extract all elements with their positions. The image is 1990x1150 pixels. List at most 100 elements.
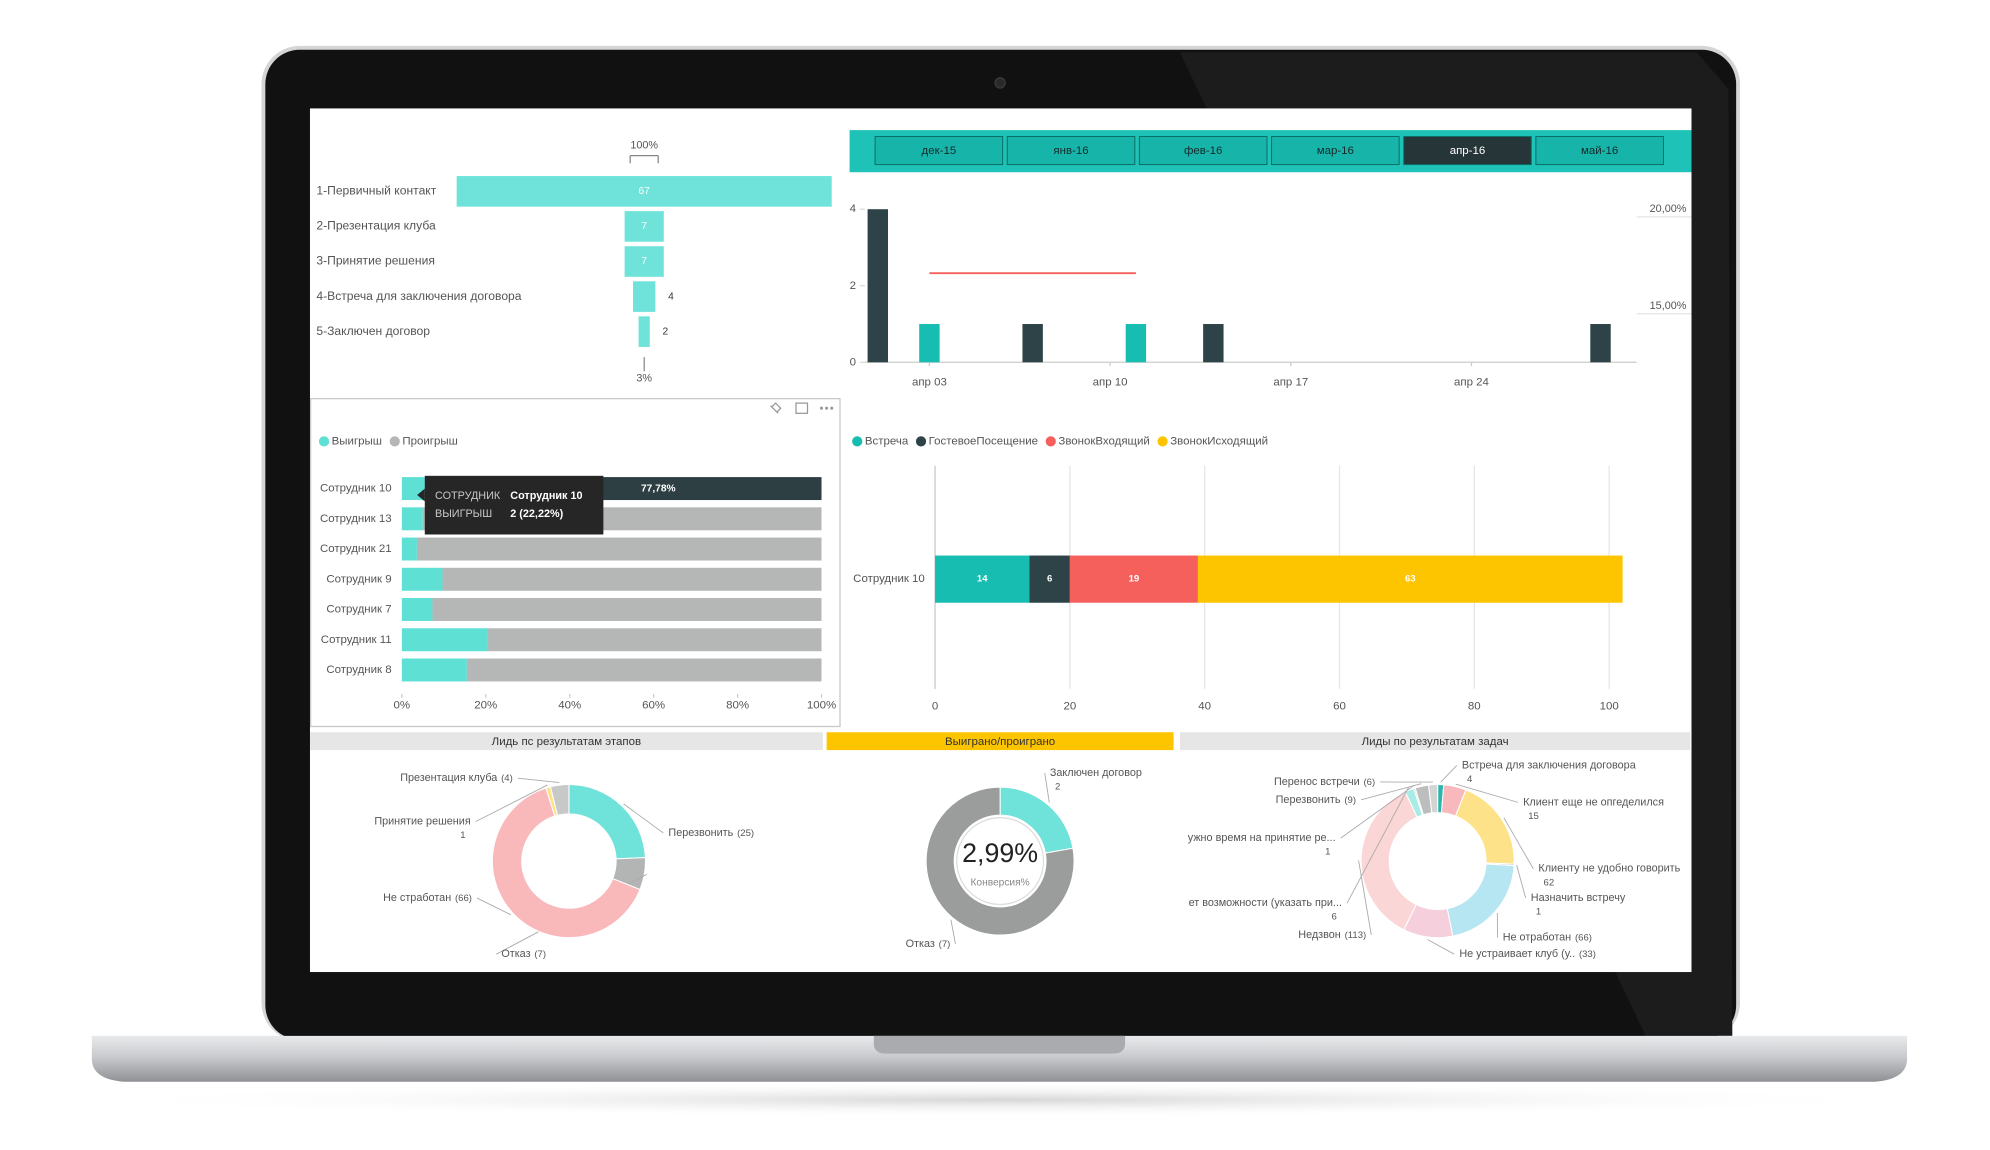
slice-label: Перезвонить (25)	[668, 827, 754, 839]
legend-label: Проигрыш	[402, 435, 457, 447]
more-icon[interactable]	[825, 406, 829, 410]
category-label: Сотрудник 10	[853, 573, 925, 585]
laptop-shadow	[80, 1081, 1918, 1118]
slice-name: Презентация клуба	[400, 772, 498, 784]
slicer-label[interactable]: май-16	[1581, 145, 1618, 157]
slicer-button[interactable]	[1271, 135, 1400, 166]
panel-header	[1179, 732, 1691, 751]
leader-line	[1044, 772, 1050, 803]
x-tick-label: 0%	[394, 699, 411, 711]
leader-line	[1346, 787, 1409, 904]
bar-segment	[1069, 555, 1198, 603]
bar-segment	[487, 628, 822, 652]
legend-marker	[318, 436, 330, 447]
slicer-button[interactable]	[874, 135, 1004, 166]
slicer-button[interactable]	[1006, 135, 1136, 166]
x-tick-label: 60%	[642, 699, 665, 711]
funnel-value: 67	[639, 186, 651, 197]
data-label: 6	[1047, 574, 1052, 585]
slice-label: ет возможности (указать при...	[1189, 897, 1342, 909]
slicer-label[interactable]: дек-15	[922, 145, 957, 157]
leader-line	[1516, 864, 1527, 899]
leader-line	[1427, 939, 1455, 955]
slice-name: Клиент еще не опгеделился	[1523, 796, 1664, 808]
more-icon[interactable]	[830, 406, 834, 410]
slice-name: Отказ	[906, 938, 935, 950]
slice-value: (9)	[1344, 794, 1356, 805]
funnel-category: 3-Принятие решения	[316, 254, 435, 268]
bar-segment	[416, 537, 822, 561]
bar-segment	[466, 658, 822, 682]
camera	[994, 77, 1006, 89]
slice-label: Презентация клуба (4)	[400, 772, 513, 784]
legend-label: Встреча	[865, 435, 909, 447]
bar-segment	[401, 567, 443, 591]
slice-label: Клиент еще не опгеделился	[1523, 796, 1664, 808]
slice-label: Не отработан (66)	[1503, 931, 1592, 943]
slicer-button[interactable]	[1535, 135, 1664, 166]
legend-marker	[1045, 436, 1056, 447]
x-tick-label: апр 24	[1454, 377, 1490, 389]
legend-label: ЗвонокИсходящий	[1170, 435, 1268, 447]
category-label: Сотрудник 10	[320, 483, 392, 495]
x-tick-label: апр 10	[1093, 377, 1128, 389]
slice-name: Перезвонить	[1276, 794, 1341, 806]
slice-value: (66)	[1575, 932, 1592, 943]
funnel-bar	[633, 281, 656, 312]
panel-title: Лиды по результатам задач	[1362, 736, 1509, 748]
legend-marker	[852, 436, 863, 447]
slice-name: Не устраивает клуб (у..	[1459, 948, 1575, 960]
funnel-category: 2-Презентация клуба	[316, 219, 436, 233]
funnel-bar	[638, 316, 650, 347]
slice-label: Встреча для заключения договора	[1462, 759, 1637, 771]
x-tick-label: 100	[1600, 701, 1619, 713]
slice-value: 15	[1528, 811, 1539, 822]
kpi-value: 2,99%	[962, 838, 1038, 868]
laptop-notch	[873, 1035, 1126, 1054]
bar-segment	[1029, 555, 1070, 603]
y-tick-label: 4	[850, 203, 857, 215]
column	[867, 209, 888, 363]
slice-label: Недзвон (113)	[1298, 929, 1366, 941]
donut-slice	[491, 787, 641, 939]
leader-line	[623, 803, 664, 834]
bar-segment	[442, 567, 822, 591]
more-icon[interactable]	[819, 406, 824, 410]
legend-label: ГостевоеПосещение	[929, 435, 1038, 447]
slice-label: Отказ (7)	[501, 948, 546, 960]
funnel-bar	[456, 176, 832, 207]
slice-name: Заключен договор	[1050, 767, 1142, 779]
x-tick-label: 60	[1333, 701, 1346, 713]
slice-value: 1	[460, 830, 465, 841]
funnel-bar	[624, 211, 664, 242]
focus-icon[interactable]	[795, 402, 809, 414]
y2-tick-label: 15,00%	[1650, 300, 1687, 312]
slicer-label[interactable]: янв-16	[1053, 145, 1088, 157]
leader-line	[1455, 783, 1519, 803]
slice-value: 1	[1325, 847, 1330, 858]
slice-value: (7)	[534, 949, 546, 960]
slice-label: Перезвонить (9)	[1276, 794, 1356, 806]
slicer-label[interactable]: апр-16	[1450, 145, 1486, 157]
slicer-button[interactable]	[1138, 135, 1268, 166]
slice-value: (33)	[1579, 949, 1596, 960]
slice-label: Не стработан (66)	[383, 892, 472, 904]
funnel-category: 4-Встреча для заключения договора	[316, 289, 521, 303]
panel-icons[interactable]	[770, 402, 834, 414]
panel-title: Выиграно/проиграно	[945, 736, 1055, 748]
slicer-button[interactable]	[1403, 135, 1532, 166]
bar-segment	[432, 598, 822, 621]
panel-title: Лидь пс результатам этапов	[492, 736, 641, 748]
slice-value: 6	[1332, 912, 1337, 923]
panel-border	[309, 398, 841, 728]
funnel-bar	[624, 246, 664, 277]
slice-name: Принятие решения	[374, 815, 471, 827]
leader-line	[950, 919, 956, 945]
x-tick-label: апр 03	[912, 377, 947, 389]
x-tick-label: 20%	[474, 699, 497, 711]
pin-icon[interactable]	[770, 402, 782, 414]
slicer-label[interactable]: мар-16	[1317, 145, 1354, 157]
slicer-label[interactable]: фев-16	[1184, 145, 1222, 157]
x-tick-label: 80	[1468, 701, 1481, 713]
